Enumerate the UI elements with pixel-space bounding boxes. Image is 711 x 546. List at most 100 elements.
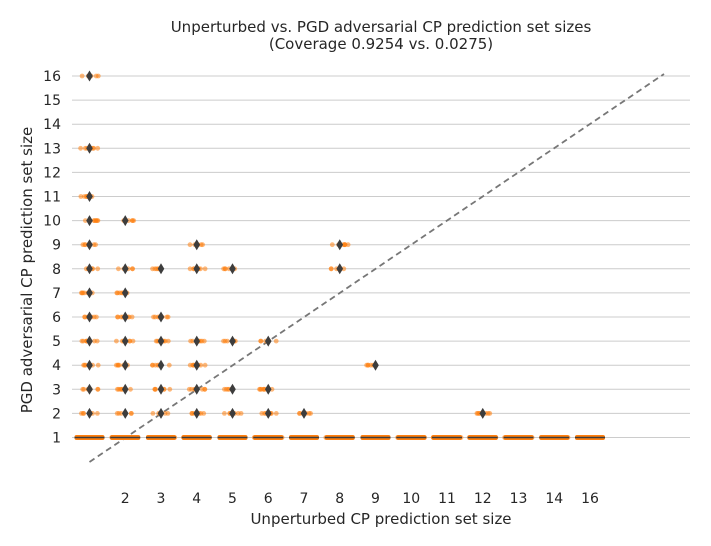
x-tick-label: 14 <box>545 491 563 507</box>
data-point <box>273 411 279 416</box>
data-point <box>80 242 86 248</box>
x-tick-label: 11 <box>438 491 456 507</box>
data-point <box>128 386 133 392</box>
x-tick-label: 7 <box>300 491 309 507</box>
outlier-marker <box>193 383 201 395</box>
data-points <box>74 70 605 440</box>
outlier-marker <box>157 407 165 419</box>
outlier-marker <box>157 359 165 371</box>
outlier-marker <box>157 311 165 323</box>
x-tick-label: 13 <box>510 491 528 507</box>
data-point <box>201 411 207 416</box>
diagonal-line <box>88 73 665 463</box>
data-point <box>189 386 194 392</box>
outlier-marker <box>157 263 165 275</box>
data-point <box>222 411 227 416</box>
x-tick-label: 4 <box>192 491 201 507</box>
data-point <box>95 362 101 368</box>
x-tick-label: 5 <box>228 491 237 507</box>
data-point <box>118 411 124 416</box>
y-tick-label: 10 <box>43 214 61 230</box>
data-point <box>94 338 100 344</box>
y-tick-label: 5 <box>52 334 61 350</box>
data-point <box>202 362 208 368</box>
data-point <box>115 362 121 368</box>
data-point <box>93 73 99 79</box>
x-tick-label: 6 <box>264 491 273 507</box>
data-point <box>258 338 264 344</box>
data-point <box>342 242 348 248</box>
data-point <box>129 218 135 224</box>
data-point <box>199 386 205 392</box>
data-point <box>166 362 172 368</box>
outlier-marker <box>193 335 201 347</box>
data-point <box>95 266 101 272</box>
outlier-marker <box>229 335 236 347</box>
data-point <box>129 411 134 416</box>
outlier-marker <box>121 263 129 275</box>
y-tick-label: 9 <box>52 238 61 254</box>
outlier-marker <box>229 407 236 419</box>
x-tick-label: 10 <box>402 491 420 507</box>
outlier-marker <box>86 239 93 251</box>
data-point <box>91 218 97 224</box>
data-point <box>116 386 122 392</box>
data-point <box>152 362 158 368</box>
data-point <box>114 411 120 416</box>
data-point <box>150 266 155 272</box>
y-tick-label: 2 <box>52 406 61 422</box>
data-point <box>79 73 85 79</box>
data-point <box>225 386 231 392</box>
y-tick-label: 13 <box>43 141 61 157</box>
x-tick-label: 9 <box>371 491 380 507</box>
outlier-marker <box>193 359 201 371</box>
data-point <box>129 314 135 320</box>
outlier-marker <box>121 407 129 419</box>
outlier-marker <box>300 407 308 419</box>
data-point <box>328 266 334 272</box>
x-tick-label: 16 <box>581 491 599 507</box>
x-tick-label: 8 <box>335 491 344 507</box>
data-point <box>82 362 88 368</box>
y-tick-label: 6 <box>52 310 61 326</box>
data-point <box>150 411 156 416</box>
data-point <box>95 145 101 151</box>
data-point <box>259 411 265 416</box>
data-point <box>162 411 168 416</box>
data-point <box>261 386 267 392</box>
outlier-marker <box>229 263 236 275</box>
outlier-marker <box>193 239 201 251</box>
data-point <box>187 242 193 248</box>
data-point <box>257 386 263 392</box>
data-point <box>79 338 85 344</box>
outlier-marker <box>86 215 93 227</box>
y-tick-label: 7 <box>52 286 61 302</box>
data-point <box>81 386 87 392</box>
data-point <box>222 266 228 272</box>
data-point <box>79 411 84 416</box>
data-point <box>116 266 121 272</box>
y-tick-label: 8 <box>52 262 61 278</box>
data-point <box>368 362 374 368</box>
outlier-marker <box>264 407 272 419</box>
chart-title: Unperturbed vs. PGD adversarial CP predi… <box>171 18 592 36</box>
outlier-marker <box>86 263 93 275</box>
data-point <box>130 338 136 344</box>
data-point <box>78 145 83 151</box>
x-tick-labels: 2 3 4 5 6 7 8 9 10 11 12 13 14 16 <box>121 491 599 507</box>
data-point <box>273 338 279 344</box>
data-point <box>83 218 88 224</box>
outlier-marker <box>86 191 93 202</box>
data-point <box>189 411 195 416</box>
diagonal-reference-line <box>88 73 665 463</box>
outlier-marker <box>264 383 272 395</box>
data-point <box>190 338 196 344</box>
outlier-marker <box>193 407 201 419</box>
data-point <box>114 290 120 296</box>
data-point <box>235 411 241 416</box>
data-point <box>165 314 171 320</box>
grid-lines <box>72 75 690 438</box>
data-point <box>91 242 97 248</box>
